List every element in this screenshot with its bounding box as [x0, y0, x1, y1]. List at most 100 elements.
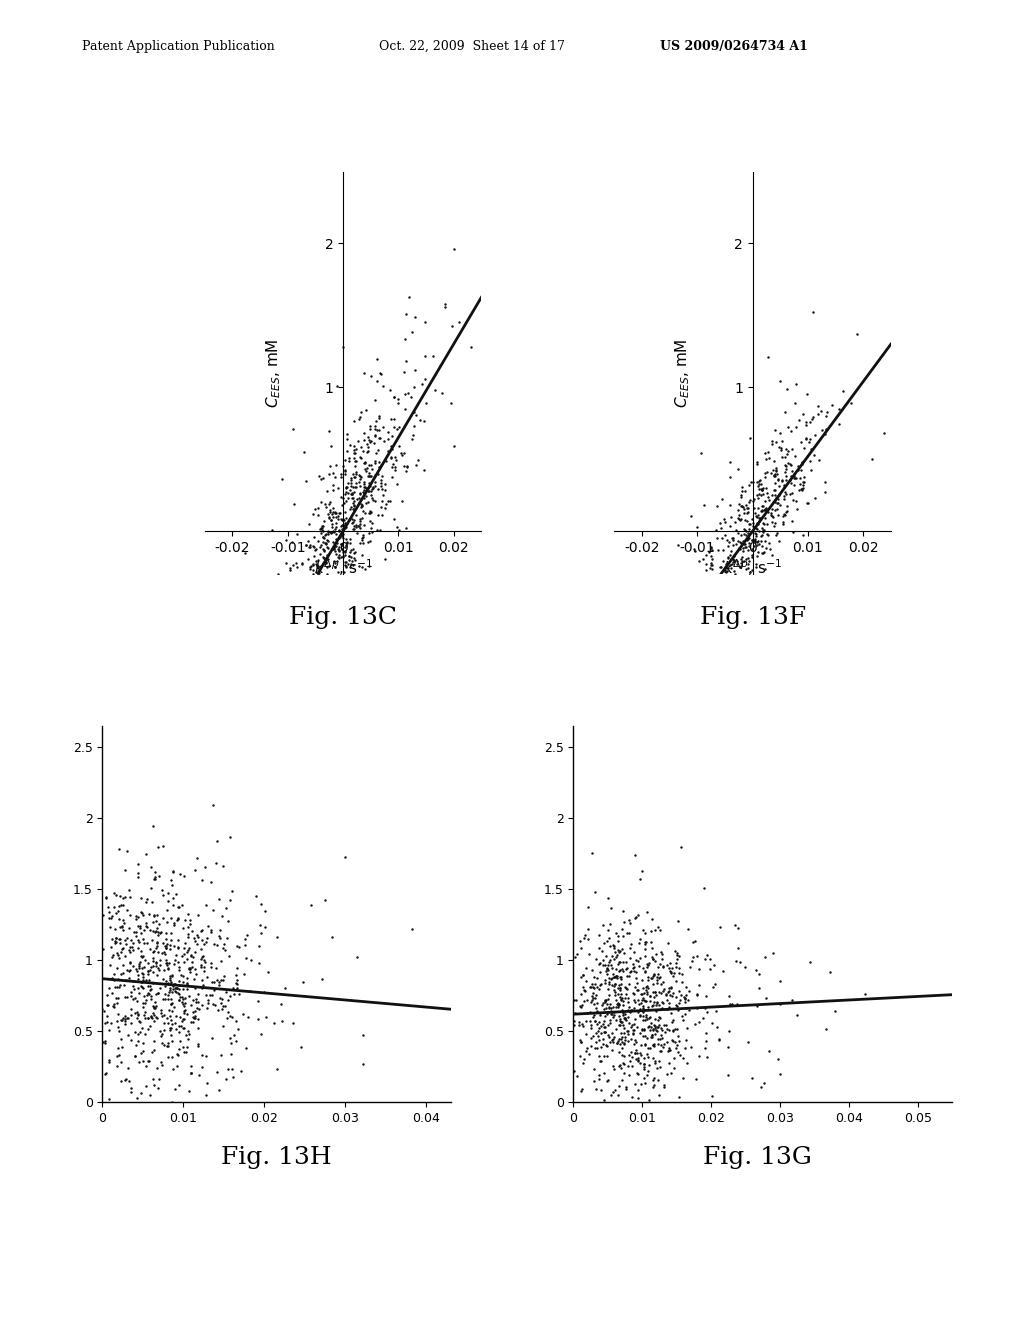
Point [652, 1040, 669, 1061]
Point [324, 521, 340, 543]
Point [168, 1019, 184, 1040]
Point [305, 554, 322, 576]
Point [319, 480, 336, 502]
Point [208, 853, 224, 874]
Point [807, 487, 823, 508]
Point [601, 928, 617, 949]
Point [111, 838, 127, 859]
Point [253, 1023, 269, 1044]
Point [335, 527, 351, 548]
Point [111, 928, 127, 949]
Point [109, 1056, 125, 1077]
Point [364, 430, 380, 451]
Point [653, 1027, 670, 1048]
Point [396, 455, 413, 477]
Point [587, 882, 603, 903]
Point [331, 536, 347, 557]
Point [658, 954, 675, 975]
Point [257, 900, 273, 921]
Point [337, 463, 353, 484]
Point [631, 932, 647, 953]
Point [805, 407, 821, 428]
Point [355, 363, 372, 384]
Point [105, 883, 122, 904]
Point [314, 516, 331, 537]
Point [270, 564, 287, 585]
Point [113, 1028, 129, 1049]
Point [357, 400, 374, 421]
Point [778, 438, 795, 459]
Point [758, 508, 774, 529]
Point [151, 1069, 167, 1090]
Point [669, 995, 685, 1016]
Point [755, 521, 771, 543]
Point [677, 991, 693, 1012]
Point [321, 537, 337, 558]
Point [703, 548, 720, 569]
X-axis label: $k^{\Delta p}$, s$^{-1}$: $k^{\Delta p}$, s$^{-1}$ [313, 557, 373, 578]
Point [586, 978, 602, 999]
Point [171, 896, 187, 917]
Point [130, 916, 146, 937]
Point [801, 432, 817, 453]
Point [119, 1007, 135, 1028]
Point [352, 496, 369, 517]
Point [169, 909, 185, 931]
Point [177, 909, 194, 931]
Point [127, 1045, 143, 1067]
Point [709, 1016, 725, 1038]
Point [779, 379, 796, 400]
Point [614, 1044, 631, 1065]
Point [645, 1035, 662, 1056]
Point [131, 956, 147, 977]
Point [640, 1008, 656, 1030]
Point [691, 974, 708, 995]
Point [362, 502, 379, 523]
Point [830, 399, 847, 420]
Point [248, 886, 264, 907]
Point [155, 1023, 171, 1044]
Point [612, 952, 629, 973]
Point [778, 458, 795, 479]
Point [343, 483, 359, 504]
Point [614, 1001, 631, 1022]
Point [197, 961, 213, 982]
Point [209, 969, 225, 990]
Point [315, 515, 332, 536]
Point [159, 952, 175, 973]
Point [777, 483, 794, 504]
Point [707, 974, 723, 995]
Point [735, 523, 752, 544]
Point [181, 937, 198, 958]
Point [119, 927, 135, 948]
Point [646, 1053, 663, 1074]
Point [307, 540, 324, 561]
Point [721, 985, 737, 1006]
Point [337, 541, 353, 562]
Point [741, 492, 758, 513]
Point [272, 994, 289, 1015]
Point [658, 985, 675, 1006]
Point [739, 548, 756, 569]
Point [100, 896, 117, 917]
Point [162, 968, 178, 989]
Point [162, 978, 178, 999]
Point [331, 503, 347, 524]
Point [660, 1039, 677, 1060]
Point [806, 445, 822, 466]
Point [583, 1035, 599, 1056]
Point [346, 490, 362, 511]
Point [213, 993, 229, 1014]
Point [588, 1078, 604, 1100]
Point [583, 1016, 599, 1038]
Point [611, 1034, 628, 1055]
Point [566, 1060, 583, 1081]
Point [788, 416, 805, 437]
Point [309, 529, 326, 550]
Point [674, 972, 690, 993]
Point [403, 387, 420, 408]
Point [222, 1028, 239, 1049]
Point [617, 1030, 634, 1051]
Point [680, 979, 696, 1001]
Point [367, 425, 383, 446]
